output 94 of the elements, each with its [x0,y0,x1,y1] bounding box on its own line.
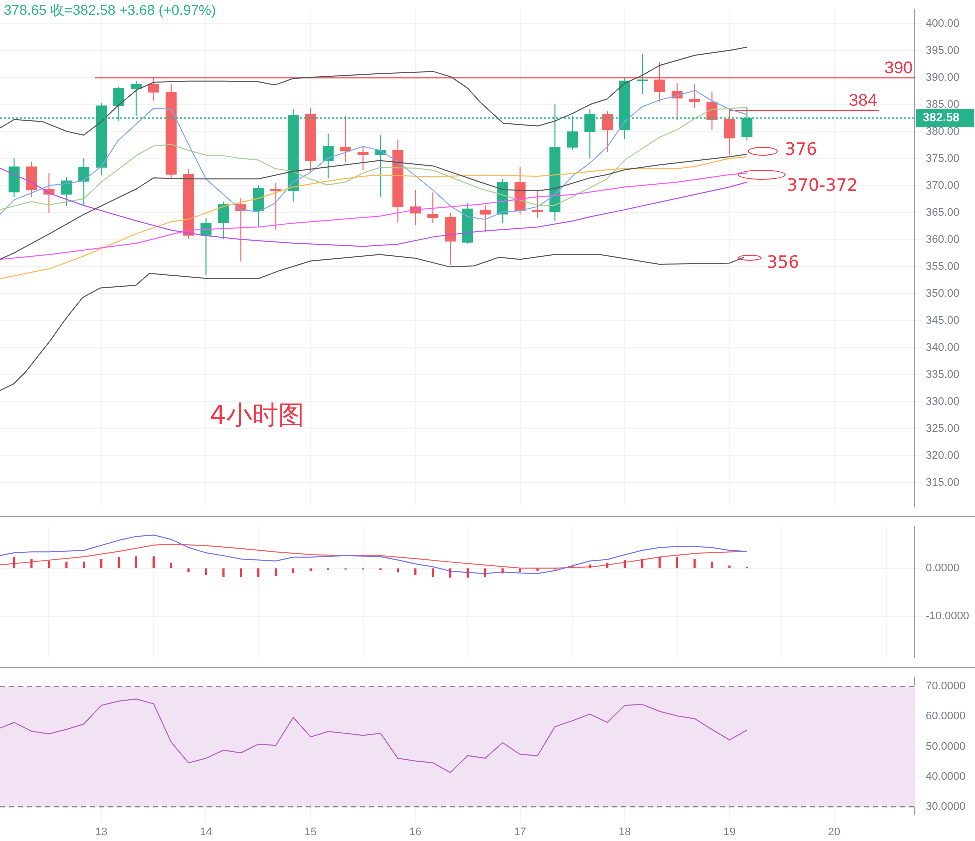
bar [66,562,68,568]
data-label: 384 [849,90,878,110]
y-tick-label: 30.0000 [926,801,966,814]
bar [397,568,400,573]
candlestick [689,84,700,109]
bar [694,559,696,568]
y-tick-label: 400.00 [926,18,960,30]
bar [624,560,626,568]
y-tick-label: 375.00 [926,153,960,166]
candlestick [428,192,439,224]
y-tick-label: 365.00 [926,207,960,220]
x-tick-label: 20 [828,826,841,838]
x-tick-label: 17 [514,826,526,838]
y-tick-label: 70.0000 [926,680,966,693]
x-tick-label: 14 [200,826,212,838]
annotation: 4小时图 [210,401,305,431]
bar [310,568,312,572]
bar [589,564,592,568]
y-tick-label: 340.00 [926,342,960,354]
bar [240,568,242,577]
bar [414,568,417,576]
bar [258,568,260,577]
bar [658,558,661,568]
y-tick-label: 385.00 [926,99,960,112]
y-tick-label: 355.00 [926,261,960,274]
y-tick-label: 370.00 [926,180,960,192]
y-tick-label: -10.0000 [926,610,970,623]
bar [484,568,487,577]
candlestick [26,161,38,198]
candlestick [636,54,648,95]
bar [676,558,678,568]
candlestick [532,190,544,220]
x-tick-label: 13 [95,826,108,838]
bar [222,568,225,577]
y-tick-label: 330.00 [926,396,960,408]
y-tick-label: 320.00 [926,450,960,462]
y-tick-label: 395.00 [926,45,960,58]
y-tick-label: 0.0000 [926,562,960,574]
bar [606,563,609,568]
bar [48,560,50,568]
bar [292,568,295,574]
y-tick-label: 380.00 [926,126,960,138]
y-tick-label: 390.00 [926,72,960,84]
bar [728,566,731,568]
candlestick [61,176,72,207]
x-tick-label: 18 [618,826,632,838]
annotation: 376 [785,140,818,160]
x-tick-label: 16 [410,826,422,838]
bar [188,568,190,572]
bar [449,568,452,578]
bar [432,568,434,577]
candlestick [322,133,334,180]
chart-subtitle: 378.65 收=382.58 +3.68 (+0.97%) [4,2,216,20]
bar [82,562,86,568]
annotation: 356 [767,253,800,273]
x-tick-label: 15 [304,826,318,838]
candlestick [148,77,160,102]
y-tick-label: 50.0000 [926,740,966,753]
y-tick-label: 60.0000 [926,710,966,723]
bar [13,558,16,568]
bar [152,556,155,568]
x-tick-label: 19 [724,826,736,838]
bar [30,559,33,568]
bar [502,568,504,574]
bar [641,558,644,568]
bar [536,568,539,572]
bar [100,559,103,568]
bar [519,568,522,573]
bar [205,568,208,576]
candlestick [358,146,369,172]
candlestick [602,110,614,153]
candlestick [253,184,264,228]
ref-line-label: 382.58 [923,110,960,125]
bar [170,563,172,568]
y-tick-label: 345.00 [926,315,960,328]
candlestick [270,182,282,230]
data-label: 390 [884,58,913,78]
candlestick [654,62,666,102]
y-tick-label: 335.00 [926,369,960,382]
bar [135,556,138,568]
candlestick [724,109,736,156]
y-tick-label: 350.00 [926,288,960,300]
candlestick [480,205,491,234]
y-tick-label: 315.00 [926,477,960,490]
bar [711,562,714,568]
y-tick-label: 325.00 [926,423,960,436]
candlestick [218,201,230,240]
bar [466,568,470,578]
y-tick-label: 40.0000 [926,770,966,783]
candlestick [78,158,90,206]
y-tick-label: 360.00 [926,234,960,246]
bar [118,558,120,568]
annotation: 370-372 [787,176,858,196]
bar [274,568,278,576]
